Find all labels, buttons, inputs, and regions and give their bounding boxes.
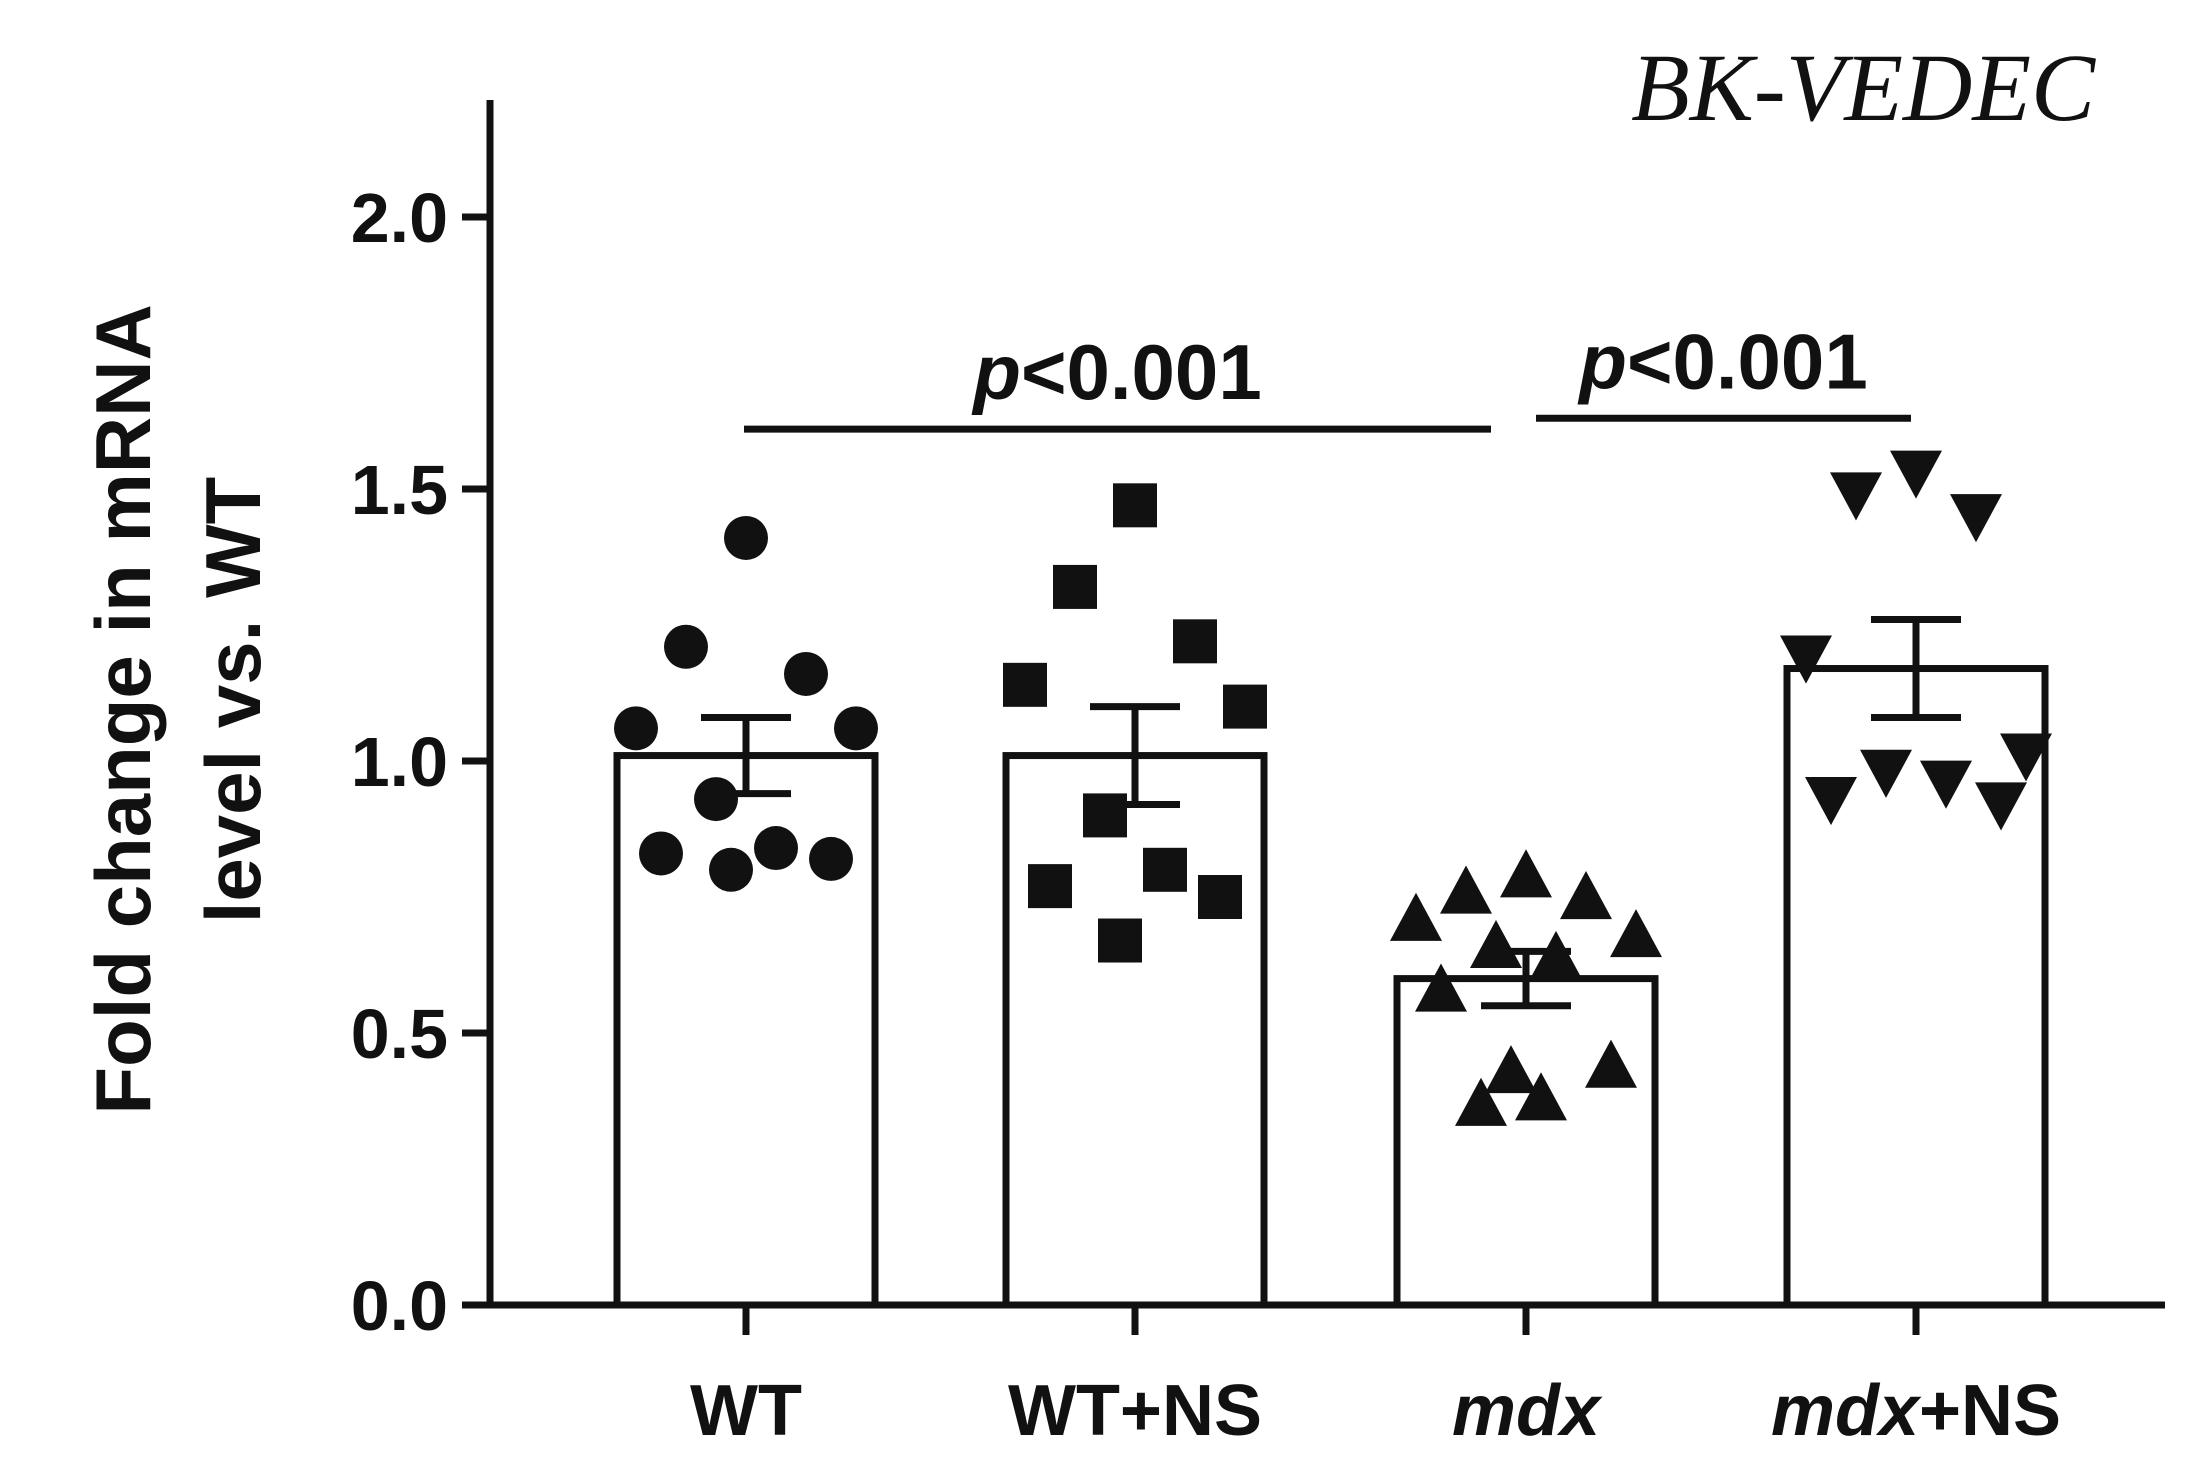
axes: 0.00.51.01.52.0WT WT+NS mdx mdx+NS	[351, 100, 2165, 1451]
p-value: <0.001	[1627, 317, 1868, 405]
bar	[1783, 665, 2049, 1309]
data-point	[754, 826, 798, 871]
data-points	[614, 450, 2052, 1126]
error-bars	[701, 616, 1961, 1010]
y-tick-label: 0.0	[351, 1267, 448, 1345]
data-point	[724, 515, 768, 560]
x-tick-label: mdx+NS	[1771, 1371, 2061, 1451]
data-point	[784, 651, 828, 696]
y-tick-label: 2.0	[351, 179, 448, 257]
data-point	[1143, 847, 1187, 892]
p-symbol: p	[1577, 317, 1627, 405]
data-point	[1950, 494, 2002, 543]
x-tick-label-text: +NS	[1919, 1371, 2061, 1451]
x-tick-label-text: WT	[690, 1371, 802, 1451]
data-point	[1455, 1077, 1507, 1126]
x-tick-label: WT	[690, 1371, 802, 1451]
y-tick-label: 0.5	[351, 995, 448, 1073]
y-axis-label-line-2: level vs. WT	[189, 477, 277, 924]
bar	[1002, 752, 1268, 1309]
significance-label: p<0.001	[971, 328, 1261, 416]
data-point	[1890, 450, 1942, 499]
data-point	[1805, 776, 1857, 826]
data-point	[709, 847, 753, 892]
data-point	[664, 624, 708, 669]
data-point	[1515, 1072, 1567, 1121]
data-point	[614, 706, 658, 751]
x-tick-label-text: WT+NS	[1008, 1371, 1262, 1451]
data-point	[1415, 963, 1467, 1012]
data-point	[1585, 1039, 1637, 1088]
x-tick-label-italic: mdx	[1452, 1371, 1603, 1451]
data-point	[1780, 635, 1832, 684]
x-tick-label: mdx	[1452, 1371, 1603, 1451]
data-point	[1920, 760, 1972, 809]
bars	[613, 665, 2049, 1309]
data-point	[694, 777, 738, 822]
data-point	[1830, 472, 1882, 521]
data-point	[1485, 1045, 1537, 1094]
p-symbol: p	[971, 328, 1021, 416]
data-point	[1390, 892, 1442, 941]
data-point	[809, 836, 853, 881]
data-point	[1198, 875, 1242, 919]
data-point	[1083, 793, 1127, 838]
data-point	[1028, 864, 1072, 909]
data-point	[1053, 564, 1097, 609]
bar	[1393, 975, 1659, 1309]
data-point	[1113, 483, 1157, 528]
data-point	[834, 706, 878, 751]
data-point	[1098, 918, 1142, 963]
data-point	[1500, 849, 1552, 898]
data-point	[1975, 782, 2027, 831]
data-point	[2000, 733, 2052, 782]
x-tick-label: WT+NS	[1008, 1371, 1262, 1451]
x-tick-label-italic: mdx	[1771, 1371, 1922, 1451]
y-tick-label: 1.5	[351, 451, 448, 529]
data-point	[1003, 662, 1047, 707]
data-point	[1610, 909, 1662, 958]
data-point	[1173, 619, 1217, 664]
y-tick-label: 1.0	[351, 723, 448, 801]
data-point	[639, 831, 683, 876]
data-point	[1470, 919, 1522, 969]
y-axis-label-line-1: Fold change in mRNA	[79, 306, 167, 1115]
data-point	[1440, 865, 1492, 914]
y-axis-label: Fold change in mRNA level vs. WT	[79, 285, 277, 1114]
data-point	[1860, 749, 1912, 798]
data-point	[1223, 684, 1267, 729]
p-value: <0.001	[1021, 328, 1262, 416]
significance-annotations: p<0.001 p<0.001	[744, 317, 1911, 433]
significance-label: p<0.001	[1577, 317, 1867, 405]
chart-title: BK-VEDEC	[1631, 34, 2096, 141]
data-point	[1560, 871, 1612, 920]
